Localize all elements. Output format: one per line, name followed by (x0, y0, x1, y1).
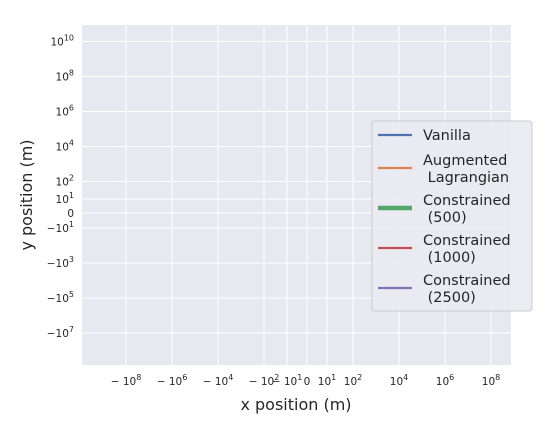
y-tick-label: −103 (47, 255, 74, 270)
legend-label: Constrained (1000) (423, 233, 511, 266)
x-tick-label: 101 (318, 373, 336, 388)
x-tick-labels: − 108 − 106 − 104 − 102− 101 0 101 102 104 106 10… (111, 373, 501, 388)
x-axis-label: x position (m) (240, 395, 351, 414)
y-tick-label: −105 (47, 290, 74, 305)
x-tick-label: − 104 (203, 373, 234, 388)
y-tick-label: 101 (56, 191, 74, 206)
legend-label: Vanilla (423, 128, 471, 144)
legend-label: Constrained (2500) (423, 273, 511, 306)
legend: Vanilla Augmented Lagrangian Constrained (… (371, 120, 533, 312)
y-tick-label: −107 (47, 325, 74, 340)
x-tick-label: 104 (390, 373, 408, 388)
x-tick-label: − 102 (249, 373, 280, 388)
y-tick-label: 102 (56, 174, 74, 189)
y-tick-label: 1010 (50, 34, 74, 49)
x-tick-label: − 101 (272, 373, 303, 388)
y-tick-label: −101 (47, 220, 74, 235)
x-tick-label: 108 (482, 373, 500, 388)
y-tick-label: 108 (56, 69, 74, 84)
x-tick-label: − 106 (157, 373, 188, 388)
y-tick-label: 0 (67, 208, 74, 220)
x-tick-label: − 108 (111, 373, 142, 388)
x-tick-label: 106 (436, 373, 454, 388)
legend-label: Constrained (500) (423, 193, 511, 226)
x-tick-label: 0 (304, 376, 311, 388)
y-tick-label: 106 (56, 104, 74, 119)
y-axis-label: y position (m) (17, 139, 36, 250)
y-tick-label: 104 (56, 139, 74, 154)
x-tick-label: 102 (344, 373, 362, 388)
legend-label: Augmented Lagrangian (423, 153, 509, 186)
